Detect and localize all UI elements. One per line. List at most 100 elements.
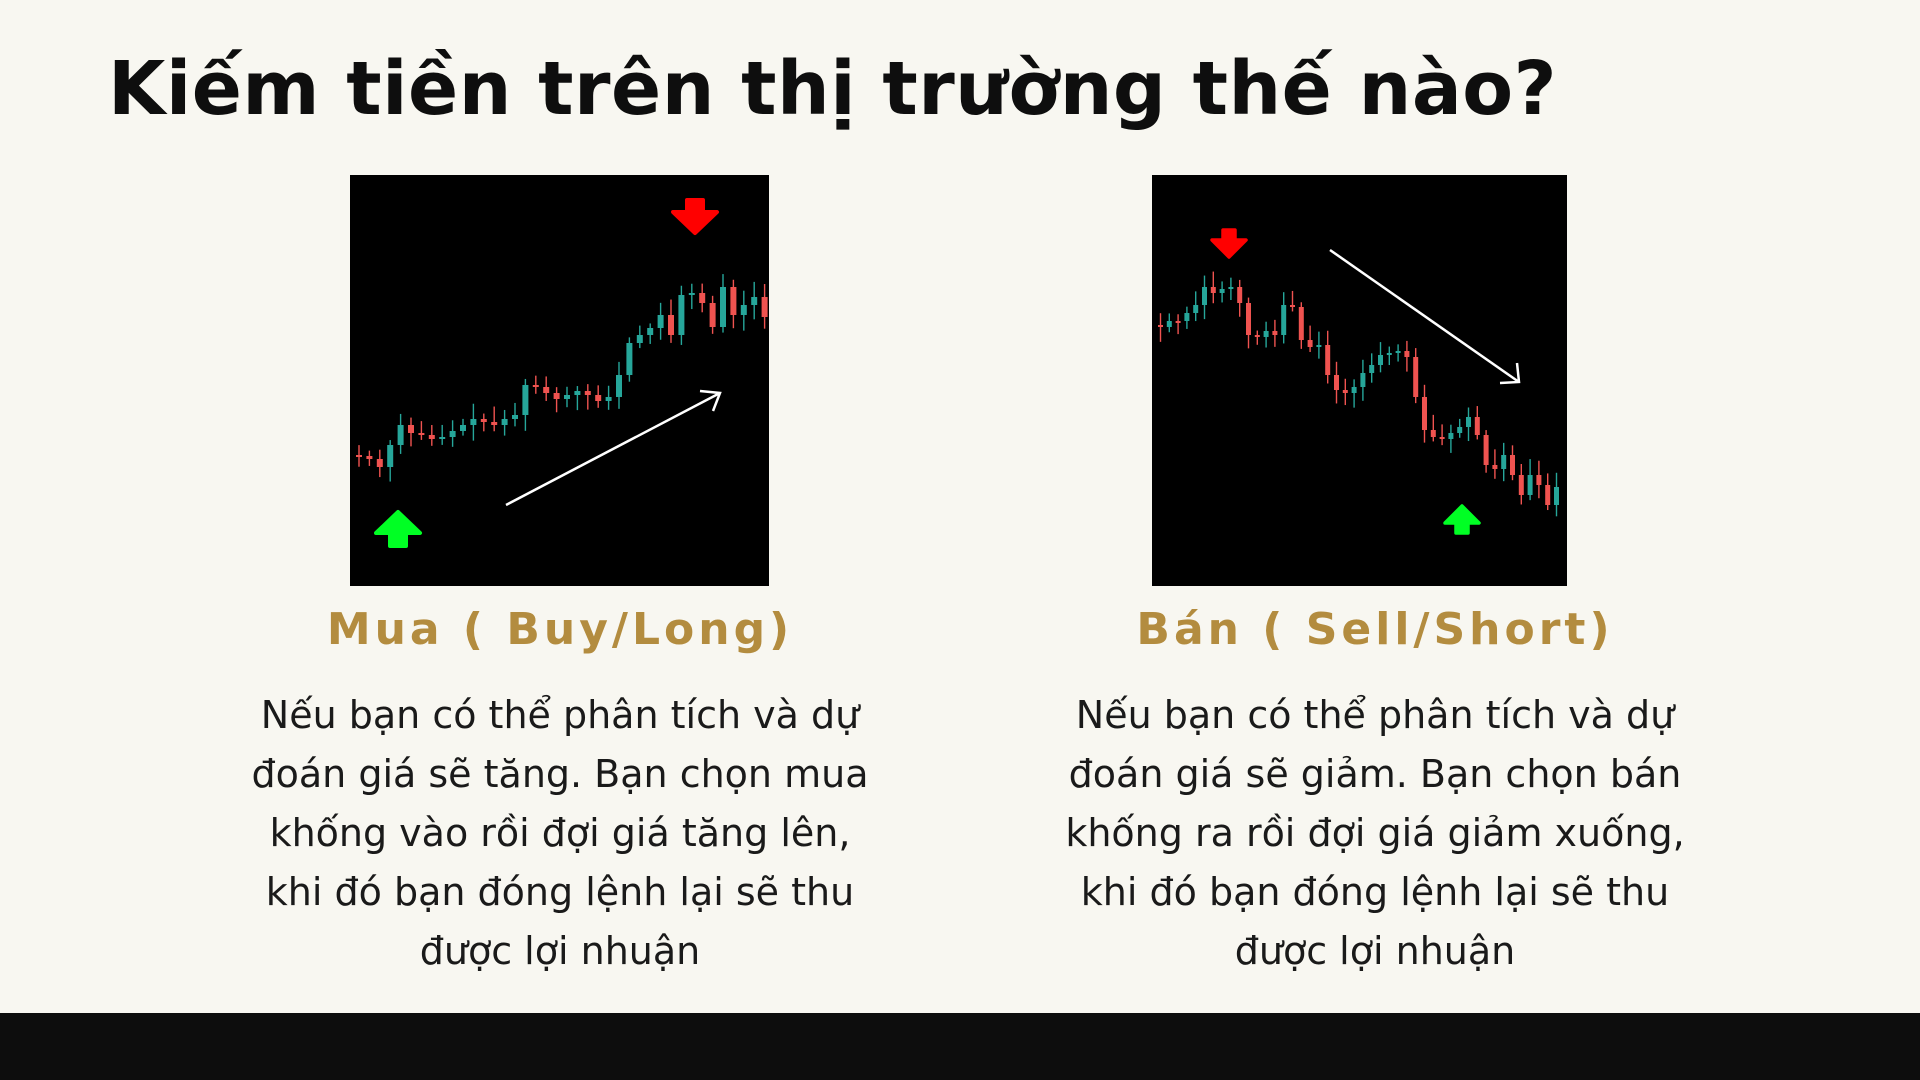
buy-description-line: khi đó bạn đóng lệnh lại sẽ thu	[265, 870, 855, 914]
candle-body	[1246, 303, 1251, 335]
candle-body	[512, 415, 518, 419]
candle-body	[647, 328, 654, 335]
sell-description-line: khống ra rồi đợi giá giảm xuống,	[1065, 811, 1685, 855]
candle-body	[470, 419, 477, 425]
candle-body	[1351, 387, 1357, 393]
candle-body	[1430, 430, 1436, 437]
candle-body	[418, 433, 425, 435]
candle-body	[1554, 487, 1559, 505]
candle-body	[574, 391, 581, 395]
candle-body	[1175, 321, 1181, 323]
candle-body	[1307, 340, 1313, 347]
candle-body	[1202, 287, 1207, 305]
candle-body	[1298, 307, 1304, 340]
candle-body	[668, 315, 674, 335]
candle-body	[751, 297, 758, 305]
candle-body	[1158, 325, 1163, 327]
candle-body	[1439, 437, 1445, 439]
candle-body	[1448, 433, 1454, 439]
candle-body	[1360, 373, 1366, 387]
candle-body	[605, 397, 612, 401]
candle-body	[397, 425, 404, 445]
candle-body	[1501, 455, 1507, 469]
sell-candlestick-chart	[1158, 228, 1559, 535]
buy-description-line: Nếu bạn có thể phân tích và dự	[260, 693, 860, 737]
candle-body	[1281, 305, 1287, 335]
sell-description-line: được lợi nhuận	[1234, 929, 1516, 973]
candle-body	[636, 335, 643, 343]
candle-body	[1536, 475, 1542, 485]
candle-body	[699, 293, 706, 303]
candle-body	[730, 287, 737, 315]
sell-description: Nếu bạn có thể phân tích và dự đoán giá …	[990, 686, 1760, 981]
footer-bar	[0, 1013, 1920, 1080]
candle-body	[428, 435, 435, 439]
candle-body	[1474, 417, 1480, 435]
sell-chart-panel	[1152, 175, 1567, 586]
page-title: Kiếm tiền trên thị trường thế nào?	[108, 46, 1558, 132]
candle-body	[1483, 435, 1489, 465]
candle-body	[616, 375, 622, 397]
candle-body	[1404, 351, 1410, 357]
down-arrow-icon	[671, 198, 719, 235]
candle-body	[595, 395, 602, 401]
candle-body	[657, 315, 664, 328]
candle-body	[720, 287, 726, 327]
buy-caption: Mua ( Buy/Long)	[326, 604, 794, 655]
candle-body	[387, 445, 394, 467]
candle-body	[1413, 357, 1419, 397]
candle-body	[1369, 365, 1375, 373]
candle-body	[1325, 345, 1331, 375]
sell-description-line: đoán giá sẽ giảm. Bạn chọn bán	[1068, 752, 1682, 796]
buy-description-line: khống vào rồi đợi giá tăng lên,	[269, 811, 851, 855]
candle-body	[1290, 305, 1295, 307]
candle-body	[1219, 289, 1225, 293]
candle-body	[1166, 321, 1172, 327]
candle-body	[1272, 331, 1278, 335]
candle-body	[1466, 417, 1471, 427]
candle-body	[1510, 455, 1515, 475]
candle-body	[1193, 305, 1199, 313]
candle-body	[1263, 331, 1269, 337]
down-arrow-icon	[1210, 228, 1248, 259]
candle-body	[408, 425, 414, 433]
sell-caption: Bán ( Sell/Short)	[1136, 604, 1614, 655]
candle-body	[584, 391, 591, 395]
candle-body	[1518, 475, 1524, 495]
buy-description: Nếu bạn có thể phân tích và dự đoán giá …	[180, 686, 940, 981]
trend-up-arrow-icon	[505, 391, 721, 507]
candle-body	[1210, 287, 1216, 293]
candle-body	[491, 422, 498, 425]
candle-body	[678, 295, 685, 335]
up-arrow-icon	[374, 510, 422, 548]
candle-body	[626, 343, 633, 375]
candle-body	[688, 293, 695, 295]
buy-candlestick-chart	[356, 198, 768, 548]
candle-body	[1184, 313, 1190, 321]
candle-body	[1316, 345, 1322, 347]
up-arrow-icon	[1443, 504, 1481, 535]
candle-body	[1334, 375, 1339, 390]
candle-body	[532, 385, 539, 387]
candle-body	[709, 303, 716, 327]
candle-body	[1237, 287, 1243, 303]
candle-body	[564, 395, 570, 399]
candle-body	[366, 456, 373, 459]
candle-body	[1422, 397, 1427, 430]
trend-down-arrow-icon	[1329, 248, 1520, 384]
candle-body	[761, 297, 768, 317]
candle-body	[543, 387, 550, 393]
candle-body	[1386, 353, 1392, 355]
buy-candles	[356, 274, 768, 482]
candle-body	[439, 437, 446, 439]
candle-body	[1228, 287, 1234, 289]
candle-body	[1254, 335, 1260, 337]
sell-description-line: khi đó bạn đóng lệnh lại sẽ thu	[1080, 870, 1670, 914]
trend-up-arrow-head	[699, 389, 722, 412]
candle-body	[1492, 465, 1498, 469]
candle-body	[449, 431, 456, 437]
candle-body	[553, 393, 560, 399]
sell-candles	[1158, 271, 1559, 517]
candle-body	[356, 455, 362, 457]
buy-description-line: đoán giá sẽ tăng. Bạn chọn mua	[251, 752, 869, 796]
